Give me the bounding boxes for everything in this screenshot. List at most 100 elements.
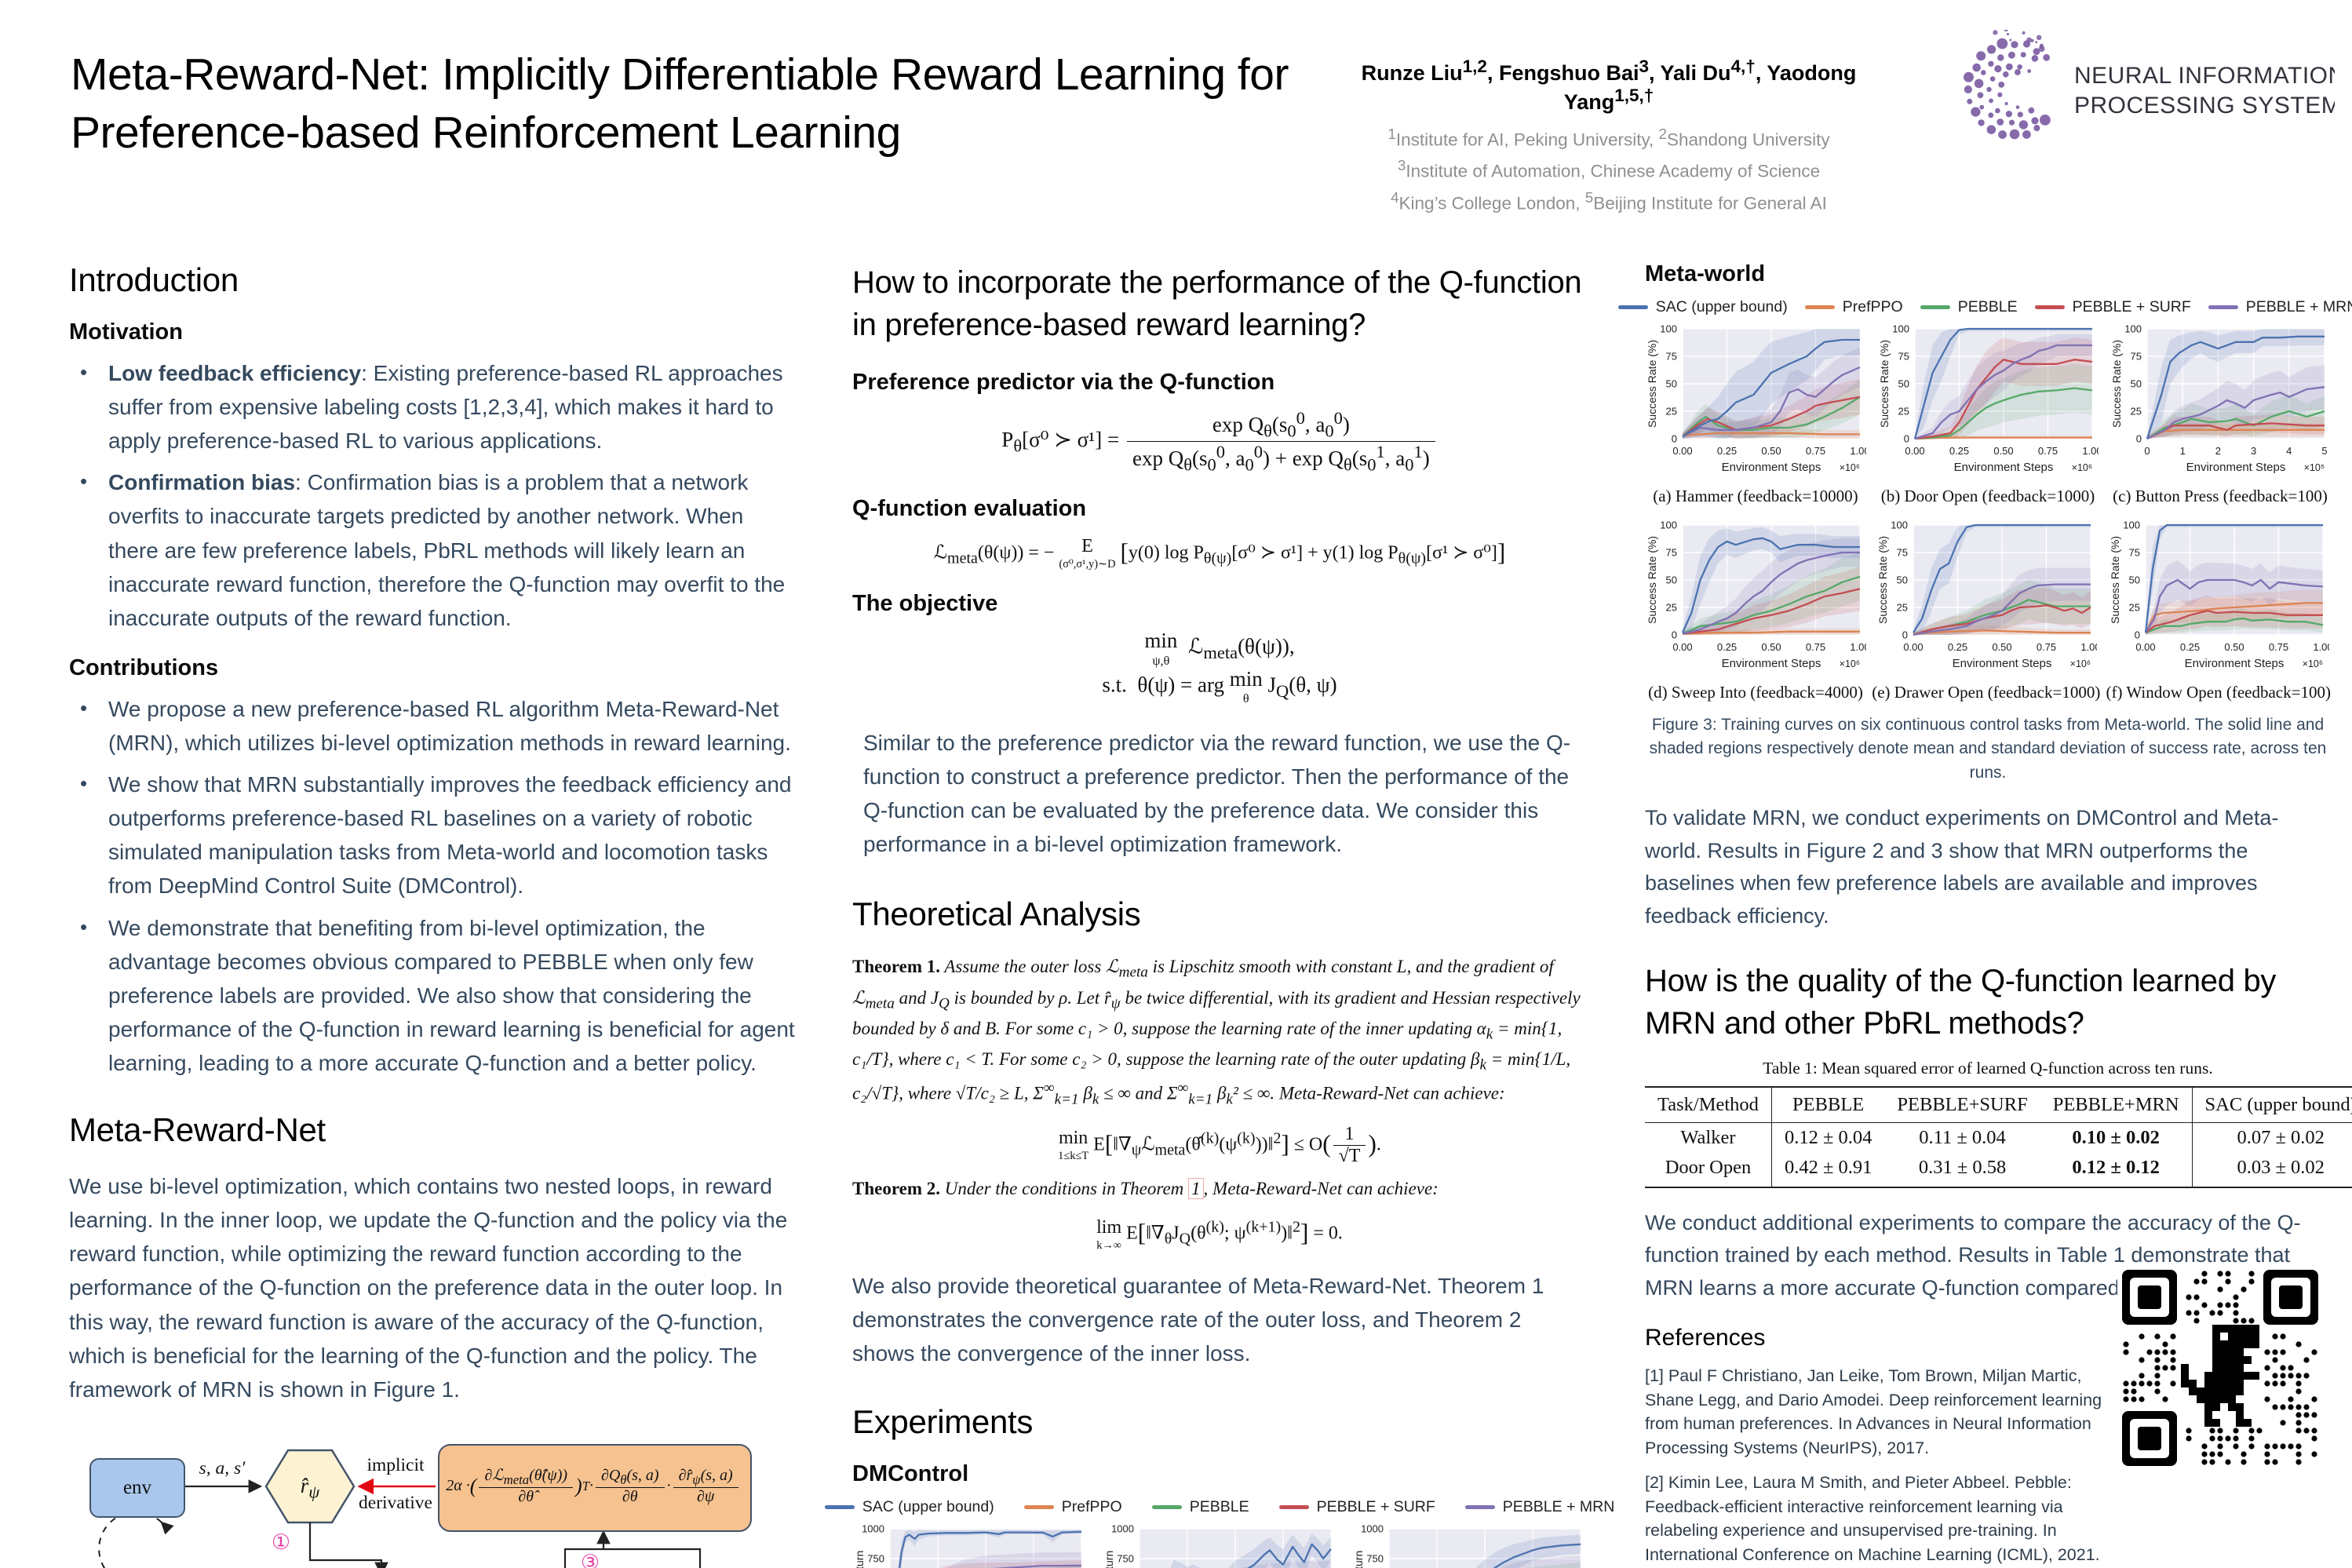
svg-text:0.75: 0.75: [1806, 445, 1825, 457]
legend-item: PEBBLE: [1151, 1498, 1249, 1516]
chart-quadruped: 025050075010000.000.250.500.751.00Enviro…: [1351, 1522, 1587, 1568]
legend-line-swatch: [1151, 1505, 1182, 1510]
chart-hammer: 0 25 50 75 100 0.00 0.25 0.50 0.75 1.00 Environmen…: [1645, 323, 1870, 506]
svg-text:1.00: 1.00: [1850, 445, 1866, 457]
legend-line-swatch: [1804, 305, 1835, 309]
svg-text:0.00: 0.00: [1905, 445, 1924, 457]
svg-text:75: 75: [1898, 351, 1909, 363]
legend-item: PEBBLE + MRN: [1464, 1498, 1614, 1516]
svg-text:75: 75: [1666, 351, 1677, 363]
chart-button-press: 0 25 50 75 100 0 1 2 3 4 5 Environment Steps ×10⁵ Suc…: [2110, 323, 2331, 506]
experiments-heading: Experiments: [852, 1403, 1034, 1441]
theorem-2: Theorem 2. Under the conditions in Theor…: [852, 1177, 1439, 1199]
validate-paragraph: To validate MRN, we conduct experiments …: [1645, 806, 2279, 928]
chart-door-open-caption: (b) Door Open (feedback=1000): [1880, 487, 2095, 505]
theorem-1-equation: min 1≤k≤T E[‖∇ψℒmeta(θ̂(k)(ψ(k)))‖2] ≤ O(…: [1058, 1123, 1381, 1167]
references-heading: References: [1645, 1325, 1766, 1351]
svg-text:×10⁶: ×10⁶: [2302, 658, 2322, 669]
svg-text:750: 750: [1117, 1553, 1134, 1565]
table1-row-walker: Walker 0.12 ± 0.04 0.11 ± 0.04 0.10 ± 0.…: [1645, 1122, 2352, 1153]
affiliation-1: 1Institute for AI, Peking University, 2S…: [1387, 126, 1830, 150]
reward-hexagon-label: r̂ψ: [300, 1473, 320, 1502]
svg-text:5: 5: [2321, 445, 2327, 457]
legend-item: PEBBLE + SURF: [2034, 298, 2191, 316]
dmcontrol-charts: 025050075010000.000.250.500.751.00Enviro…: [852, 1522, 1587, 1568]
implicit-derivative-formula: 2α · (∂ℒmeta(θ̂(ψ)) ∂θ̂) T · ∂Qθ(s, a) ∂θ ·…: [438, 1447, 749, 1526]
svg-text:50: 50: [1666, 574, 1677, 586]
svg-text:25: 25: [2131, 406, 2142, 418]
svg-text:Success Rate (%): Success Rate (%): [1646, 340, 1658, 428]
chart-drawer-open: 0 25 50 75 100 0.00 0.25 0.50 0.75 1.00 Environmen…: [1872, 519, 2100, 702]
svg-text:Success Rate (%): Success Rate (%): [1878, 340, 1891, 428]
svg-text:25: 25: [2128, 602, 2139, 614]
metaworld-charts-row1: 02550751000.000.250.500.751.00Environmen…: [1645, 323, 2331, 506]
svg-text:50: 50: [1898, 378, 1909, 390]
svg-text:100: 100: [1892, 323, 1909, 335]
svg-text:2: 2: [2215, 445, 2221, 457]
svg-text:0.75: 0.75: [1806, 641, 1825, 653]
equation-objective: min ψ,θ ℒmeta(θ(ψ)), s.t. θ(ψ) = arg min θ …: [1102, 629, 1337, 706]
author-names: Runze Liu1,2, Fengshuo Bai3, Yali Du4,†,…: [1361, 57, 1857, 114]
svg-text:Episode Return: Episode Return: [853, 1551, 866, 1568]
dmcontrol-legend: SAC (upper bound) PrefPPO PEBBLE PEBBLE + S…: [824, 1498, 1614, 1516]
svg-text:750: 750: [867, 1553, 884, 1565]
sas-label: s, a, s′: [199, 1457, 246, 1479]
svg-text:4: 4: [2286, 445, 2292, 457]
svg-text:25: 25: [1896, 602, 1907, 614]
column-methods: How to incorporate the performance of th…: [824, 261, 1614, 1568]
equation-preference-predictor: Pθ[σ⁰ ≻ σ¹] = exp Qθ(s00, a00) exp Qθ(s00…: [852, 408, 1587, 476]
reference-1: [1] Paul F Christiano, Jan Leike, Tom Br…: [1645, 1366, 2102, 1457]
metaworld-legend: SAC (upper bound) PrefPPO PEBBLE PEBBLE + S…: [1617, 298, 2352, 316]
svg-text:0.75: 0.75: [2037, 641, 2056, 653]
svg-text:0: 0: [1902, 629, 1908, 641]
table1-header-pebble: PEBBLE: [1770, 1085, 1885, 1123]
column-introduction: Introduction Motivation Low feedback eff…: [69, 261, 797, 1568]
dmcontrol-label: DMControl: [852, 1461, 969, 1487]
svg-text:0.25: 0.25: [1717, 445, 1737, 457]
svg-text:75: 75: [1666, 547, 1677, 559]
legend-line-swatch: [2208, 305, 2238, 309]
svg-text:0: 0: [2144, 445, 2150, 457]
svg-text:0.50: 0.50: [1761, 641, 1781, 653]
svg-text:0.00: 0.00: [1672, 641, 1692, 653]
svg-text:0: 0: [1672, 629, 1677, 641]
reference-2: [2] Kimin Lee, Laura M Smith, and Pieter…: [1645, 1473, 2100, 1564]
theorem-1: Theorem 1. Assume the outer loss ℒmeta i…: [852, 957, 1581, 1107]
theoretical-analysis-heading: Theoretical Analysis: [852, 895, 1141, 933]
q-incorporate-heading: How to incorporate the performance of th…: [852, 265, 1582, 342]
svg-text:50: 50: [1666, 378, 1677, 390]
svg-text:3: 3: [2251, 445, 2256, 457]
svg-text:0.25: 0.25: [1717, 641, 1737, 653]
q-quality-heading: How is the quality of the Q-function lea…: [1645, 963, 2277, 1041]
svg-text:1.00: 1.00: [2080, 641, 2097, 653]
poster-title: Meta-Reward-Net: Implicitly Differentiab…: [71, 49, 1289, 159]
svg-text:50: 50: [2131, 378, 2142, 390]
svg-text:0.00: 0.00: [1903, 641, 1923, 653]
svg-text:50: 50: [2128, 574, 2139, 586]
svg-text:Environment Steps: Environment Steps: [1952, 657, 2051, 670]
chart-sweep-into-caption: (d) Sweep Into (feedback=4000): [1648, 683, 1863, 702]
table1-caption: Table 1: Mean squared error of learned Q…: [1763, 1058, 2213, 1078]
metaworld-charts-row2: 0 25 50 75 100 0.00 0.25 0.50 0.75 1.00 Environmen…: [1645, 519, 2332, 702]
svg-text:100: 100: [1660, 323, 1677, 335]
equation-q-evaluation: ℒmeta(θ(ψ)) = − E (σ⁰,σ¹,y)∼D [y(0) log P…: [933, 535, 1506, 571]
svg-text:0.25: 0.25: [2180, 641, 2200, 653]
svg-text:Environment Steps: Environment Steps: [1722, 461, 1821, 474]
svg-text:0.50: 0.50: [1761, 445, 1781, 457]
svg-text:1000: 1000: [862, 1523, 884, 1535]
svg-text:75: 75: [2131, 351, 2142, 363]
svg-text:0.50: 0.50: [2224, 641, 2244, 653]
svg-text:0.00: 0.00: [1672, 445, 1692, 457]
motivation-label: Motivation: [69, 319, 183, 345]
pref-predictor-subhead: Preference predictor via the Q-function: [852, 370, 1275, 395]
legend-item: PEBBLE: [1920, 298, 2018, 316]
svg-text:1.00: 1.00: [2313, 641, 2329, 653]
contribution-bullet-1: We propose a new preference-based RL alg…: [69, 692, 797, 760]
svg-text:Episode Return: Episode Return: [1103, 1551, 1115, 1568]
svg-text:25: 25: [1898, 406, 1909, 418]
svg-text:0.25: 0.25: [1948, 641, 1967, 653]
svg-text:×10⁵: ×10⁵: [2304, 462, 2325, 473]
affiliation-3: 4King’s College London, 5Beijing Institu…: [1391, 188, 1827, 213]
svg-text:1.00: 1.00: [2082, 445, 2099, 457]
